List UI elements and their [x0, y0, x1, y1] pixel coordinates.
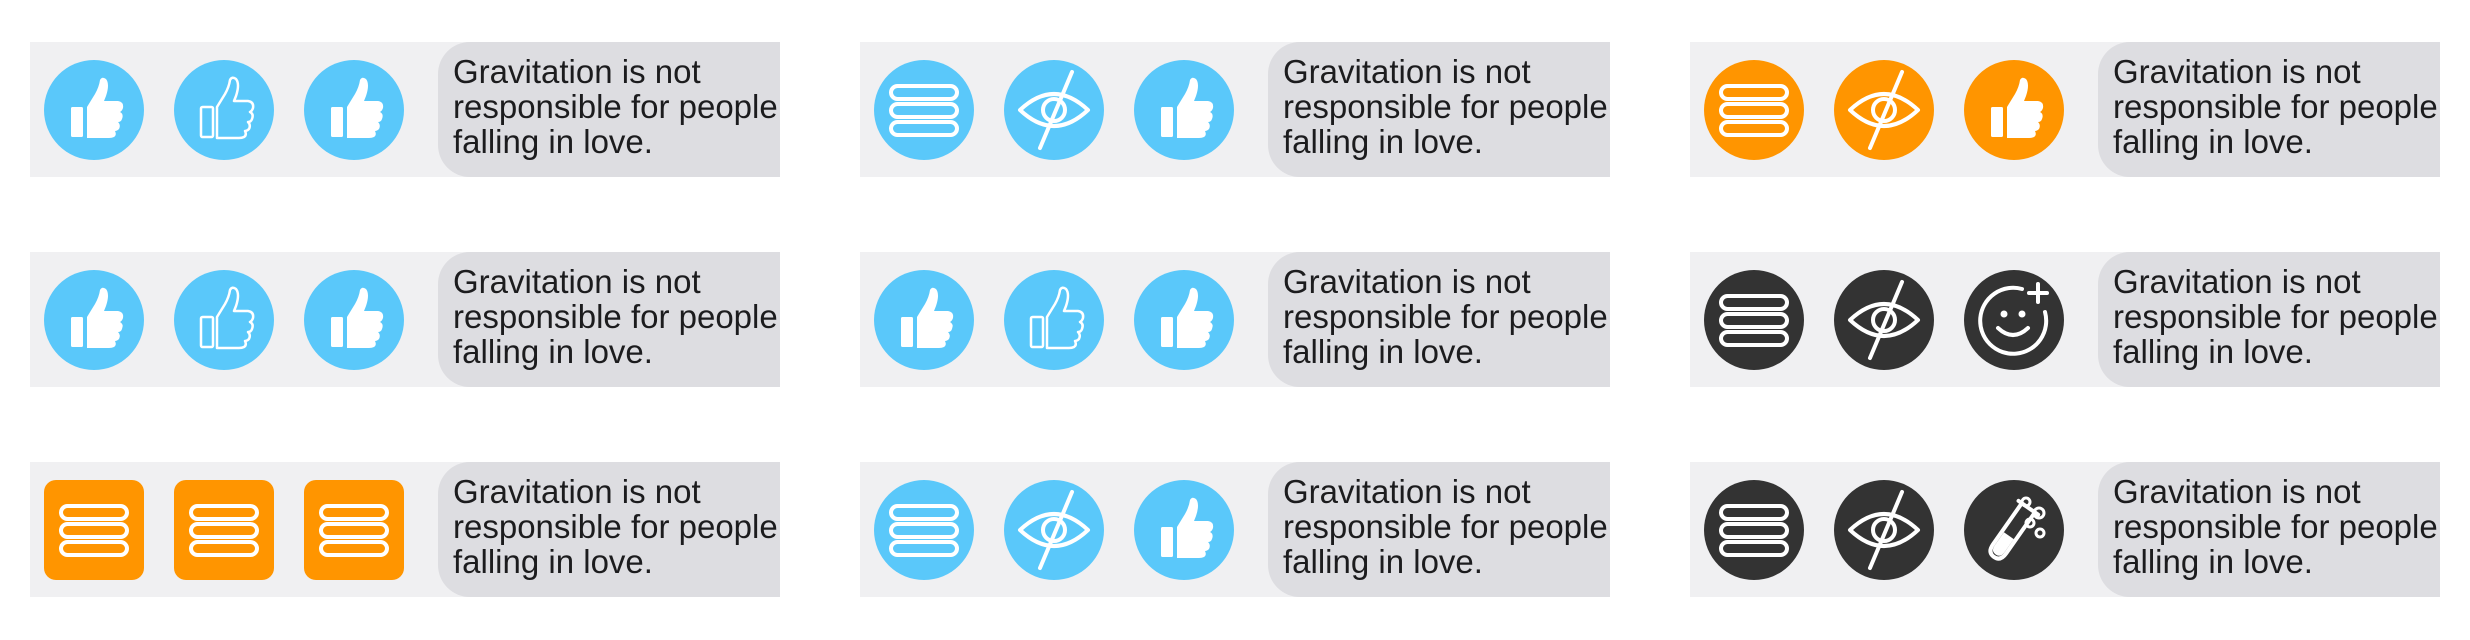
- thumbs-up-filled-button[interactable]: [1134, 60, 1234, 160]
- thumbs-up-filled-button[interactable]: [1134, 480, 1234, 580]
- menu-icon: [174, 480, 274, 580]
- message-bubble: Gravitation is not responsible for peopl…: [1268, 252, 1610, 387]
- thumbs-up-filled-button[interactable]: [44, 270, 144, 370]
- swipe-row-r1c3: Gravitation is not responsible for peopl…: [1690, 42, 2440, 177]
- thumbs-up-filled-icon: [1134, 60, 1234, 160]
- message-text: Gravitation is not responsible for peopl…: [2113, 473, 2438, 580]
- message-text: Gravitation is not responsible for peopl…: [453, 263, 778, 370]
- message-bubble: Gravitation is not responsible for peopl…: [438, 462, 780, 597]
- thumbs-up-filled-button[interactable]: [304, 270, 404, 370]
- swipe-row-r2c2: Gravitation is not responsible for peopl…: [860, 252, 1610, 387]
- eye-slash-icon: [1004, 480, 1104, 580]
- thumbs-up-filled-icon: [1134, 480, 1234, 580]
- thumbs-up-outline-button[interactable]: [174, 270, 274, 370]
- menu-icon: [874, 60, 974, 160]
- thumbs-up-filled-icon: [1134, 270, 1234, 370]
- message-text: Gravitation is not responsible for peopl…: [1283, 263, 1608, 370]
- eye-slash-icon: [1834, 480, 1934, 580]
- thumbs-up-filled-icon: [304, 270, 404, 370]
- message-text: Gravitation is not responsible for peopl…: [1283, 473, 1608, 580]
- thumbs-up-filled-icon: [44, 270, 144, 370]
- thumbs-up-filled-icon: [44, 60, 144, 160]
- test-tube-icon: [1964, 480, 2064, 580]
- thumbs-up-outline-icon: [174, 270, 274, 370]
- thumbs-up-outline-button[interactable]: [1004, 270, 1104, 370]
- menu-icon: [304, 480, 404, 580]
- menu-button[interactable]: [874, 60, 974, 160]
- message-bubble: Gravitation is not responsible for peopl…: [1268, 42, 1610, 177]
- thumbs-up-filled-icon: [874, 270, 974, 370]
- message-bubble: Gravitation is not responsible for peopl…: [438, 252, 780, 387]
- thumbs-up-outline-button[interactable]: [174, 60, 274, 160]
- thumbs-up-filled-icon: [304, 60, 404, 160]
- thumbs-up-filled-button[interactable]: [1134, 270, 1234, 370]
- swipe-row-r3c2: Gravitation is not responsible for peopl…: [860, 462, 1610, 597]
- eye-slash-icon: [1834, 270, 1934, 370]
- menu-button[interactable]: [44, 480, 144, 580]
- eye-slash-icon: [1834, 60, 1934, 160]
- menu-icon: [1704, 480, 1804, 580]
- menu-icon: [1704, 60, 1804, 160]
- test-tube-button[interactable]: [1964, 480, 2064, 580]
- eye-slash-button[interactable]: [1834, 480, 1934, 580]
- menu-button[interactable]: [174, 480, 274, 580]
- swipe-row-r2c1: Gravitation is not responsible for peopl…: [30, 252, 780, 387]
- menu-button[interactable]: [874, 480, 974, 580]
- add-smiley-icon: [1964, 270, 2064, 370]
- menu-button[interactable]: [1704, 480, 1804, 580]
- menu-button[interactable]: [1704, 270, 1804, 370]
- menu-button[interactable]: [1704, 60, 1804, 160]
- add-smiley-button[interactable]: [1964, 270, 2064, 370]
- swipe-row-r3c1: Gravitation is not responsible for peopl…: [30, 462, 780, 597]
- thumbs-up-filled-icon: [1964, 60, 2064, 160]
- thumbs-up-outline-icon: [1004, 270, 1104, 370]
- menu-icon: [874, 480, 974, 580]
- message-bubble: Gravitation is not responsible for peopl…: [1268, 462, 1610, 597]
- message-bubble: Gravitation is not responsible for peopl…: [2098, 42, 2440, 177]
- eye-slash-button[interactable]: [1834, 60, 1934, 160]
- thumbs-up-filled-button[interactable]: [304, 60, 404, 160]
- swipe-row-r1c1: Gravitation is not responsible for peopl…: [30, 42, 780, 177]
- eye-slash-button[interactable]: [1834, 270, 1934, 370]
- eye-slash-icon: [1004, 60, 1104, 160]
- message-text: Gravitation is not responsible for peopl…: [1283, 53, 1608, 160]
- message-bubble: Gravitation is not responsible for peopl…: [438, 42, 780, 177]
- message-text: Gravitation is not responsible for peopl…: [2113, 263, 2438, 370]
- swipe-row-r1c2: Gravitation is not responsible for peopl…: [860, 42, 1610, 177]
- menu-icon: [44, 480, 144, 580]
- message-text: Gravitation is not responsible for peopl…: [453, 473, 778, 580]
- thumbs-up-filled-button[interactable]: [44, 60, 144, 160]
- eye-slash-button[interactable]: [1004, 60, 1104, 160]
- message-bubble: Gravitation is not responsible for peopl…: [2098, 462, 2440, 597]
- thumbs-up-outline-icon: [174, 60, 274, 160]
- swipe-row-r2c3: Gravitation is not responsible for peopl…: [1690, 252, 2440, 387]
- thumbs-up-filled-button[interactable]: [1964, 60, 2064, 160]
- message-text: Gravitation is not responsible for peopl…: [2113, 53, 2438, 160]
- message-text: Gravitation is not responsible for peopl…: [453, 53, 778, 160]
- thumbs-up-filled-button[interactable]: [874, 270, 974, 370]
- eye-slash-button[interactable]: [1004, 480, 1104, 580]
- message-bubble: Gravitation is not responsible for peopl…: [2098, 252, 2440, 387]
- menu-button[interactable]: [304, 480, 404, 580]
- menu-icon: [1704, 270, 1804, 370]
- swipe-row-r3c3: Gravitation is not responsible for peopl…: [1690, 462, 2440, 597]
